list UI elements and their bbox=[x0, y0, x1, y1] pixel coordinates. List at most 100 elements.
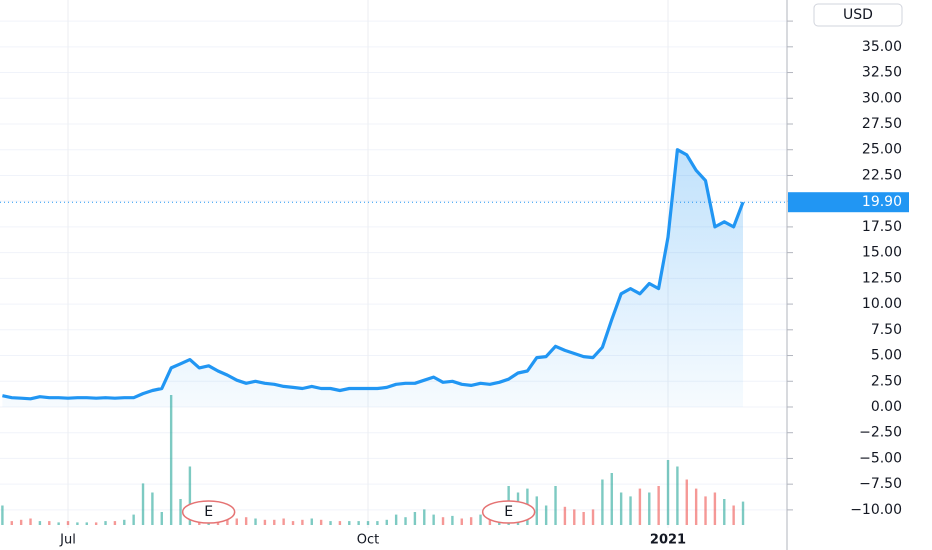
x-tick-label: Oct bbox=[357, 533, 379, 548]
volume-bar bbox=[432, 514, 435, 525]
volume-bar bbox=[685, 479, 688, 525]
volume-bar bbox=[329, 521, 332, 525]
y-tick-label: 0.00 bbox=[871, 399, 902, 415]
volume-bar bbox=[423, 509, 426, 525]
volume-bar bbox=[554, 486, 557, 525]
volume-bar bbox=[394, 514, 398, 525]
volume-bar bbox=[141, 483, 145, 525]
volume-bar bbox=[357, 521, 360, 525]
volume-bar bbox=[544, 505, 548, 525]
volume-bar bbox=[254, 518, 257, 525]
volume-bar bbox=[38, 521, 42, 525]
volume-bar bbox=[76, 522, 79, 525]
volume-bar bbox=[282, 518, 285, 525]
y-tick-label: 22.50 bbox=[862, 167, 902, 183]
volume-bar bbox=[385, 519, 388, 525]
volume-bar bbox=[619, 492, 623, 525]
currency-label: USD bbox=[843, 7, 873, 23]
volume-bar bbox=[48, 521, 51, 525]
y-tick-label: 35.00 bbox=[862, 39, 902, 55]
y-tick-label: 27.50 bbox=[862, 116, 902, 132]
volume-bar bbox=[10, 521, 13, 525]
volume-bar bbox=[57, 522, 60, 525]
volume-bar bbox=[151, 492, 154, 525]
x-tick-label: 2021 bbox=[650, 533, 686, 548]
volume-bar bbox=[732, 505, 735, 525]
volume-bar bbox=[319, 519, 323, 525]
volume-bar bbox=[226, 517, 229, 525]
y-tick-label: 5.00 bbox=[871, 348, 902, 364]
volume-bar bbox=[104, 521, 107, 525]
volume-bar bbox=[235, 518, 238, 525]
earnings-marker bbox=[181, 500, 236, 524]
volume-bar bbox=[741, 501, 745, 525]
y-tick-label: −5.00 bbox=[859, 450, 902, 466]
volume-bar bbox=[66, 521, 70, 525]
last-price-tag bbox=[788, 192, 909, 213]
volume-bar bbox=[713, 492, 717, 525]
volume-bar bbox=[19, 519, 23, 525]
volume-bar bbox=[441, 517, 445, 525]
volume-bar bbox=[704, 496, 707, 525]
y-tick-label: 7.50 bbox=[871, 322, 902, 338]
volume-bar bbox=[479, 514, 482, 525]
y-tick-label: 30.00 bbox=[862, 90, 902, 106]
volume-bar bbox=[273, 519, 276, 525]
volume-bar bbox=[310, 518, 313, 525]
volume-bar bbox=[723, 499, 726, 525]
volume-bar bbox=[601, 479, 604, 525]
volume-bar bbox=[179, 499, 182, 525]
volume-bar bbox=[591, 509, 595, 525]
volume-bar bbox=[338, 521, 342, 525]
y-tick-label: −2.50 bbox=[859, 425, 902, 441]
y-tick-label: 17.50 bbox=[862, 219, 902, 235]
volume-bar bbox=[169, 395, 173, 525]
volume-bar bbox=[469, 517, 473, 525]
volume-bar bbox=[29, 518, 32, 525]
volume-bar bbox=[451, 515, 454, 525]
volume-bar bbox=[366, 521, 370, 525]
y-tick-label: 2.50 bbox=[871, 373, 902, 389]
y-tick-label: 25.00 bbox=[862, 142, 902, 158]
volume-bar bbox=[413, 512, 417, 525]
volume-bar bbox=[301, 519, 304, 525]
volume-bar bbox=[676, 466, 679, 525]
volume-bar bbox=[694, 488, 698, 525]
volume-bar bbox=[582, 512, 585, 525]
volume-bar bbox=[113, 521, 117, 525]
volume-bar bbox=[563, 506, 567, 525]
y-tick-label: −7.50 bbox=[859, 476, 902, 492]
volume-bar bbox=[348, 521, 351, 525]
volume-bar bbox=[160, 512, 163, 525]
volume-bar bbox=[404, 517, 407, 525]
volume-bar bbox=[188, 466, 192, 525]
volume-bar bbox=[291, 521, 295, 525]
volume-bar bbox=[648, 492, 651, 525]
volume-bar bbox=[1, 505, 4, 525]
earnings-marker bbox=[481, 500, 536, 524]
volume-bar bbox=[460, 518, 463, 525]
y-tick-label: 10.00 bbox=[862, 296, 902, 312]
x-tick-label: Jul bbox=[59, 533, 76, 548]
volume-bar bbox=[376, 521, 379, 525]
volume-bar bbox=[535, 496, 538, 525]
volume-bar bbox=[244, 517, 248, 525]
volume-bar bbox=[657, 486, 660, 525]
volume-bar bbox=[638, 488, 642, 525]
earnings-label: E bbox=[204, 504, 213, 520]
volume-bar bbox=[94, 522, 98, 525]
volume bbox=[1, 395, 745, 525]
volume-bar bbox=[132, 514, 135, 525]
volume-bar bbox=[573, 509, 576, 525]
price-line bbox=[2, 148, 745, 401]
y-tick-label: 12.50 bbox=[862, 270, 902, 286]
volume-bar bbox=[610, 473, 613, 525]
y-tick-label: −10.00 bbox=[850, 502, 902, 518]
volume-bar bbox=[123, 519, 126, 525]
volume-bar bbox=[666, 460, 670, 525]
volume-bar bbox=[85, 522, 88, 525]
volume-bar bbox=[629, 496, 632, 525]
volume-bar bbox=[263, 519, 267, 525]
